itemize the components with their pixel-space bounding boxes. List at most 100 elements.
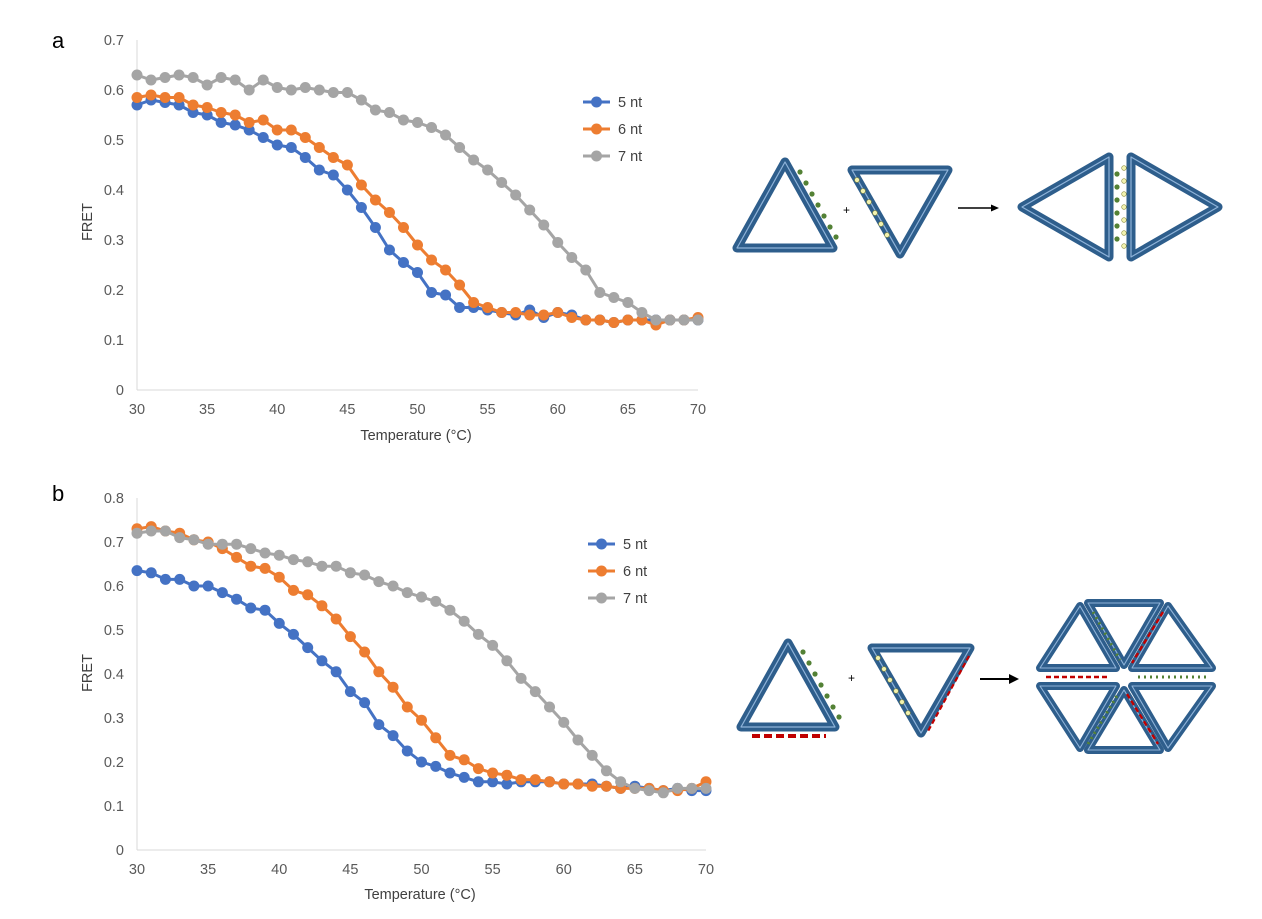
data-point [202, 580, 214, 592]
data-point [344, 567, 356, 579]
data-point [558, 778, 570, 790]
x-tick-label: 40 [269, 402, 285, 418]
data-point [287, 554, 299, 566]
data-point [426, 254, 438, 266]
y-tick-label: 0.3 [104, 711, 124, 727]
data-point [369, 104, 381, 116]
x-tick-label: 30 [129, 862, 145, 878]
data-point [444, 749, 456, 761]
data-point [529, 686, 541, 698]
data-point [664, 314, 676, 326]
data-point [341, 184, 353, 196]
data-point [458, 615, 470, 627]
data-point [510, 189, 522, 201]
y-tick-label: 0.5 [104, 623, 124, 639]
data-point [285, 84, 297, 96]
data-point [330, 613, 342, 625]
legend-item: 6 nt [588, 564, 647, 580]
data-point [650, 314, 662, 326]
data-point [355, 202, 367, 213]
data-point [440, 264, 452, 276]
data-point [299, 82, 311, 93]
data-point [482, 302, 494, 313]
y-tick-label: 0.1 [104, 799, 124, 815]
data-point [273, 617, 285, 629]
origami-triangle-down [867, 643, 975, 738]
data-point [580, 264, 592, 276]
plus-sign: + [843, 203, 850, 217]
data-point [187, 99, 199, 111]
data-point [201, 79, 213, 91]
data-point [215, 72, 227, 83]
legend-swatch-marker [596, 565, 607, 577]
data-point [359, 697, 371, 709]
data-point [401, 745, 413, 757]
y-tick-label: 0.8 [104, 491, 124, 507]
data-point [572, 734, 584, 746]
data-point [440, 129, 452, 141]
data-point [188, 534, 200, 546]
data-point [552, 307, 564, 318]
legend-label: 5 nt [618, 95, 642, 111]
data-point [487, 767, 499, 779]
data-point [330, 666, 342, 678]
data-point [131, 527, 143, 539]
data-point [302, 556, 314, 568]
data-point [472, 763, 484, 775]
x-tick-label: 50 [409, 402, 425, 418]
data-point [458, 771, 470, 783]
origami-dimer-product [1017, 152, 1223, 262]
data-point [383, 244, 395, 256]
x-tick-label: 70 [698, 862, 714, 878]
data-point [383, 107, 395, 118]
series-line [136, 98, 698, 324]
data-point [259, 562, 271, 574]
series-line [136, 529, 706, 795]
data-point [145, 567, 157, 579]
origami-triangle-up [732, 157, 838, 253]
data-point [159, 72, 171, 83]
data-point [216, 587, 228, 599]
legend-item: 7 nt [583, 149, 642, 165]
data-point [629, 782, 641, 794]
data-point [259, 547, 271, 559]
data-point [159, 525, 171, 537]
data-point [397, 114, 409, 126]
legend-label: 7 nt [618, 149, 642, 165]
data-point [700, 782, 712, 794]
data-point [173, 92, 185, 103]
data-point [243, 117, 255, 128]
data-point [313, 84, 325, 96]
data-point [231, 551, 243, 563]
data-point [369, 222, 381, 233]
y-tick-label: 0.6 [104, 579, 124, 595]
data-point [501, 778, 513, 790]
data-point [558, 716, 570, 728]
data-point [412, 267, 423, 278]
data-point [259, 604, 271, 616]
data-point [373, 666, 385, 678]
data-point [359, 646, 371, 658]
data-point [657, 787, 669, 799]
data-point [271, 139, 283, 151]
y-tick-label: 0.7 [104, 535, 124, 551]
data-point [426, 287, 438, 298]
data-point [373, 719, 385, 731]
series-line [136, 525, 707, 793]
data-point [316, 600, 328, 612]
data-point [416, 756, 427, 768]
y-tick-label: 0.4 [104, 667, 124, 683]
x-tick-label: 55 [485, 862, 501, 878]
data-point [672, 782, 684, 794]
data-point [468, 297, 480, 308]
x-tick-label: 35 [199, 402, 215, 418]
data-point [552, 237, 564, 248]
x-tick-label: 45 [339, 402, 355, 418]
chart-b: Temperature (°C) FRET 0 0.1 0.2 0.3 0.4 0.5 0.… [80, 491, 714, 903]
data-point [231, 593, 243, 605]
x-tick-label: 45 [342, 862, 358, 878]
data-point [201, 102, 213, 113]
panel-label-b: b [52, 481, 64, 506]
data-point [544, 701, 556, 713]
